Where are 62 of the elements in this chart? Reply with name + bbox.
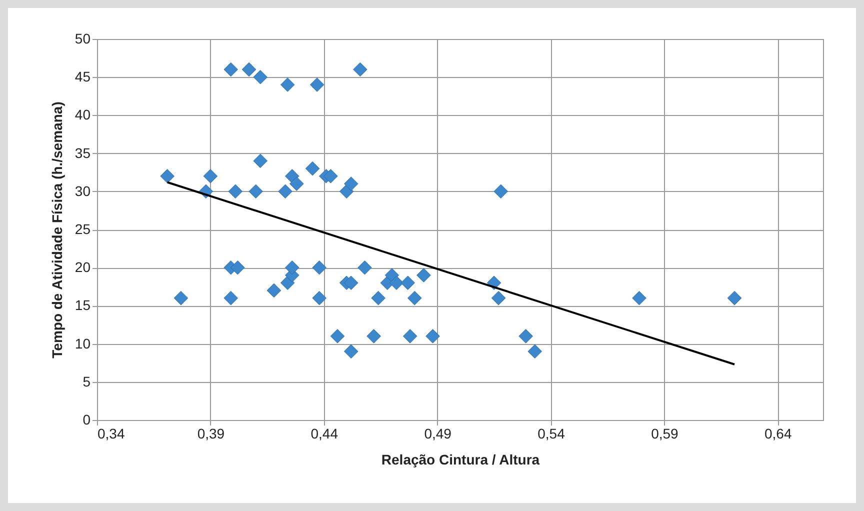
point	[290, 176, 304, 191]
point	[366, 329, 381, 344]
y-tick-label: 45	[74, 68, 91, 85]
point	[312, 260, 326, 275]
point	[305, 161, 320, 176]
point	[344, 276, 358, 290]
point	[371, 290, 386, 306]
point	[230, 260, 245, 275]
y-tick-label: 20	[74, 259, 91, 276]
point	[358, 260, 372, 275]
y-tick-label: 30	[74, 182, 91, 199]
point	[416, 268, 431, 282]
y-tick-label: 40	[74, 106, 91, 123]
point	[248, 184, 263, 199]
x-tick-label: 0,64	[764, 426, 792, 442]
x-tick-label: 0,59	[651, 426, 679, 442]
x-axis-title: Relação Cintura / Altura	[381, 452, 540, 468]
y-tick-label: 10	[74, 335, 91, 352]
y-tick-label: 0	[82, 412, 91, 428]
y-axis-title: Tempo de Atividade Física (h./semana)	[48, 102, 65, 358]
point	[389, 276, 404, 290]
point	[353, 62, 368, 77]
y-tick-label: 35	[74, 144, 91, 161]
point	[324, 169, 338, 184]
point	[491, 290, 506, 306]
y-tick-label: 50	[74, 30, 91, 46]
point	[253, 70, 268, 84]
point	[518, 329, 533, 344]
point	[310, 78, 324, 92]
point	[242, 62, 256, 77]
point	[528, 344, 542, 359]
point	[160, 169, 174, 184]
point	[284, 260, 300, 275]
point	[228, 184, 243, 199]
point	[344, 344, 358, 359]
point	[278, 184, 292, 199]
x-tick-label: 0,49	[424, 426, 452, 442]
y-tick-label: 15	[74, 297, 91, 314]
point	[330, 329, 345, 344]
point	[494, 184, 508, 199]
point	[224, 62, 238, 77]
point	[203, 169, 218, 184]
point	[280, 78, 295, 92]
y-tick-label: 5	[82, 373, 91, 390]
x-tick-label: 0,39	[197, 426, 225, 442]
x-tick-label: 0,54	[538, 426, 566, 442]
point	[407, 290, 422, 306]
point	[344, 176, 358, 191]
point	[727, 290, 742, 306]
x-tick-label: 0,44	[310, 426, 338, 442]
y-tick-label: 25	[74, 221, 91, 237]
point	[632, 290, 646, 306]
point	[312, 290, 326, 306]
point	[253, 154, 268, 168]
point	[402, 329, 418, 344]
x-tick-label: 0,34	[98, 426, 125, 442]
point	[174, 290, 188, 306]
point	[426, 329, 440, 344]
point	[266, 283, 282, 298]
point	[224, 290, 238, 306]
point	[400, 276, 415, 290]
point	[280, 276, 295, 290]
